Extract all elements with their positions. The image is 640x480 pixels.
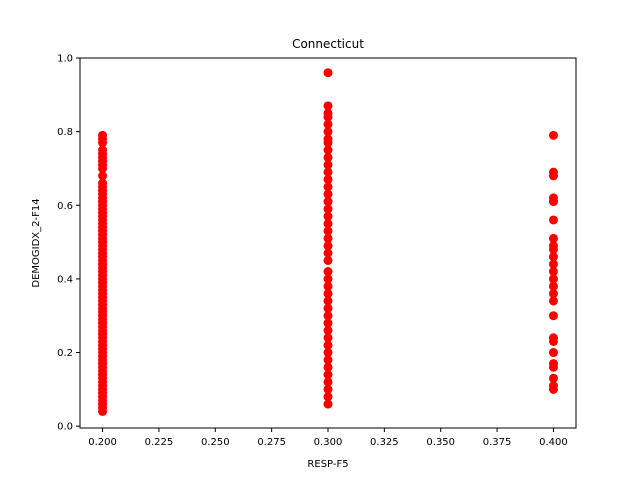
data-point [323,355,333,365]
data-point [323,274,333,284]
x-tick-label: 0.250 [201,437,230,448]
data-point [323,348,333,358]
y-axis-label: DEMOGIDX_2-F14 [31,198,42,287]
y-tick-label: 0.8 [57,127,73,138]
data-point [98,130,108,140]
data-point [548,193,558,203]
chart-title: Connecticut [292,37,364,51]
y-tick-label: 0.4 [57,274,73,285]
data-point [323,318,333,328]
data-point [548,215,558,225]
y-axis-ticks: 0.0 0.2 0.4 0.6 0.8 1.0 [57,54,80,433]
data-point [323,233,333,243]
x-axis-ticks: 0.200 0.225 0.250 0.275 0.300 0.325 0.350 0.375… [88,428,568,448]
data-point [323,211,333,221]
data-point [323,248,333,258]
data-point [323,174,333,184]
data-point [323,362,333,372]
data-point [323,303,333,313]
data-point [548,373,558,383]
data-point [323,267,333,277]
data-point [323,333,333,343]
data-point [323,384,333,394]
data-point [323,182,333,192]
x-tick-label: 0.275 [257,437,286,448]
data-point [323,311,333,321]
x-tick-label: 0.225 [145,437,174,448]
data-point [323,370,333,380]
x-tick-label: 0.350 [426,437,455,448]
data-point [548,311,558,321]
x-tick-label: 0.325 [370,437,399,448]
y-tick-label: 1.0 [57,54,73,65]
data-point [98,171,108,181]
data-point [323,68,333,78]
data-point [323,152,333,162]
y-tick-label: 0.0 [57,422,73,433]
data-point [98,145,108,155]
data-point [548,333,558,343]
data-point [323,119,333,129]
data-point [548,274,558,284]
data-point [323,160,333,170]
data-point [548,130,558,140]
data-point [323,255,333,265]
data-point [548,267,558,277]
y-tick-label: 0.2 [57,348,73,359]
data-point [323,189,333,199]
data-point [548,259,558,269]
data-point [323,127,333,137]
data-point [323,219,333,229]
data-point [548,167,558,177]
data-point [548,348,558,358]
data-point [548,281,558,291]
data-point [323,134,333,144]
data-point [548,296,558,306]
data-point [548,233,558,243]
data-point [548,289,558,299]
data-point [548,359,558,369]
data-point [323,167,333,177]
data-point [323,108,333,118]
data-point [323,241,333,251]
data-point [323,204,333,214]
x-tick-label: 0.300 [314,437,343,448]
x-tick-label: 0.375 [483,437,512,448]
x-tick-label: 0.400 [539,437,568,448]
data-point [323,340,333,350]
data-point [323,101,333,111]
data-point [323,197,333,207]
data-point [323,399,333,409]
data-point [323,325,333,335]
data-point [323,289,333,299]
data-point [323,377,333,387]
x-axis-label: RESP-F5 [307,459,348,470]
data-point [323,281,333,291]
data-point [548,252,558,262]
y-tick-label: 0.6 [57,201,73,212]
x-tick-label: 0.200 [88,437,117,448]
data-point [548,381,558,391]
data-points [98,68,558,416]
data-point [98,178,108,188]
data-point [548,241,558,251]
data-point [323,145,333,155]
data-point [323,296,333,306]
data-point [323,226,333,236]
data-point [323,392,333,402]
